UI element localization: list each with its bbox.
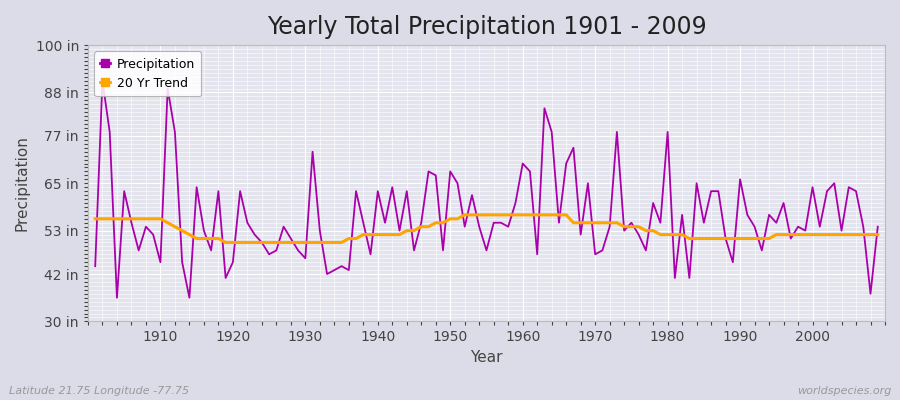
Line: 20 Yr Trend: 20 Yr Trend xyxy=(95,215,878,242)
Precipitation xyxy=(97,78,108,83)
20 Yr Trend xyxy=(872,232,883,237)
Text: worldspecies.org: worldspecies.org xyxy=(796,386,891,396)
Precipitation xyxy=(525,169,535,174)
Legend: Precipitation, 20 Yr Trend: Precipitation, 20 Yr Trend xyxy=(94,51,202,96)
20 Yr Trend xyxy=(358,232,369,237)
20 Yr Trend xyxy=(532,212,543,217)
Precipitation xyxy=(162,86,173,91)
Precipitation xyxy=(321,272,332,276)
Precipitation xyxy=(872,224,883,229)
20 Yr Trend xyxy=(525,212,535,217)
Y-axis label: Precipitation: Precipitation xyxy=(15,135,30,231)
20 Yr Trend xyxy=(459,212,470,217)
Precipitation xyxy=(618,228,629,233)
Line: Precipitation: Precipitation xyxy=(95,81,878,298)
Precipitation xyxy=(112,295,122,300)
20 Yr Trend xyxy=(90,216,101,221)
20 Yr Trend xyxy=(148,216,158,221)
20 Yr Trend xyxy=(618,224,629,229)
Text: Latitude 21.75 Longitude -77.75: Latitude 21.75 Longitude -77.75 xyxy=(9,386,189,396)
Precipitation xyxy=(90,264,101,268)
20 Yr Trend xyxy=(314,240,325,245)
Precipitation xyxy=(365,252,376,257)
Precipitation xyxy=(532,252,543,257)
X-axis label: Year: Year xyxy=(470,350,503,365)
Title: Yearly Total Precipitation 1901 - 2009: Yearly Total Precipitation 1901 - 2009 xyxy=(266,15,706,39)
20 Yr Trend xyxy=(220,240,231,245)
